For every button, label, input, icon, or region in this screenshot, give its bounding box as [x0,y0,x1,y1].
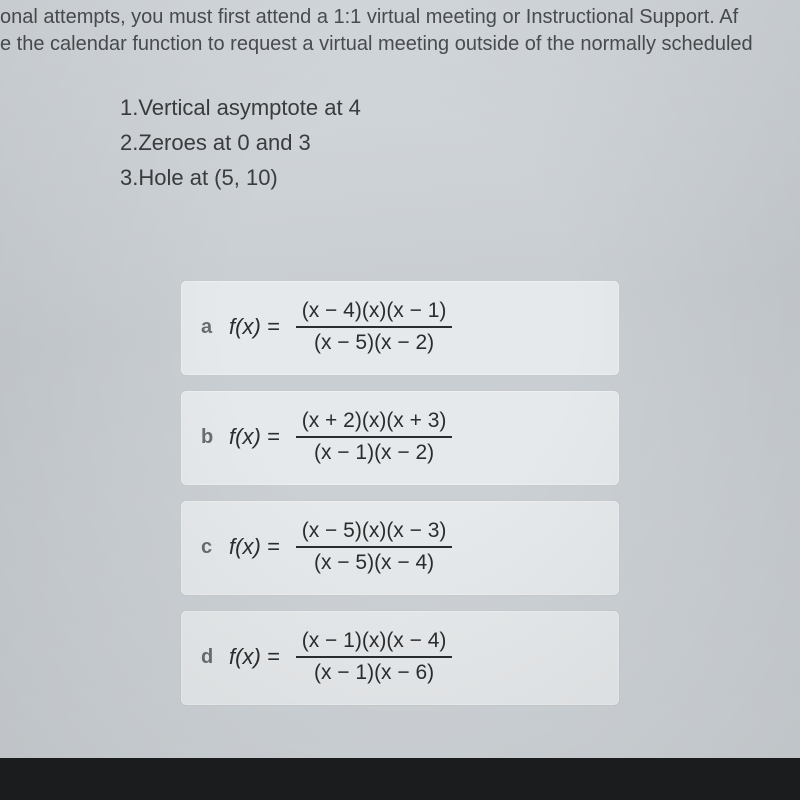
condition-1: 1.Vertical asymptote at 4 [120,90,361,125]
fraction: (x − 5)(x)(x − 3) (x − 5)(x − 4) [296,519,453,575]
denominator: (x − 1)(x − 6) [308,658,440,685]
answer-row: a f(x) = (x − 4)(x)(x − 1) (x − 5)(x − 2… [201,299,599,355]
function-prefix: f(x) = [229,644,280,670]
header-line-1: onal attempts, you must first attend a 1… [0,4,800,31]
answer-option-c[interactable]: c f(x) = (x − 5)(x)(x − 3) (x − 5)(x − 4… [180,500,620,596]
condition-3: 3.Hole at (5, 10) [120,160,361,195]
answer-option-d[interactable]: d f(x) = (x − 1)(x)(x − 4) (x − 1)(x − 6… [180,610,620,706]
denominator: (x − 5)(x − 4) [308,548,440,575]
denominator: (x − 1)(x − 2) [308,438,440,465]
option-label: a [201,316,215,339]
numerator: (x − 1)(x)(x − 4) [296,629,453,658]
bottom-bar [0,758,800,800]
fraction: (x − 4)(x)(x − 1) (x − 5)(x − 2) [296,299,453,355]
option-label: b [201,426,215,449]
answer-options: a f(x) = (x − 4)(x)(x − 1) (x − 5)(x − 2… [180,280,620,720]
fraction: (x − 1)(x)(x − 4) (x − 1)(x − 6) [296,629,453,685]
fraction: (x + 2)(x)(x + 3) (x − 1)(x − 2) [296,409,453,465]
answer-option-b[interactable]: b f(x) = (x + 2)(x)(x + 3) (x − 1)(x − 2… [180,390,620,486]
question-conditions: 1.Vertical asymptote at 4 2.Zeroes at 0 … [120,90,361,196]
numerator: (x + 2)(x)(x + 3) [296,409,453,438]
option-label: d [201,646,215,669]
numerator: (x − 5)(x)(x − 3) [296,519,453,548]
function-prefix: f(x) = [229,314,280,340]
denominator: (x − 5)(x − 2) [308,328,440,355]
numerator: (x − 4)(x)(x − 1) [296,299,453,328]
header-line-2: e the calendar function to request a vir… [0,31,800,58]
answer-row: d f(x) = (x − 1)(x)(x − 4) (x − 1)(x − 6… [201,629,599,685]
function-prefix: f(x) = [229,424,280,450]
answer-option-a[interactable]: a f(x) = (x − 4)(x)(x − 1) (x − 5)(x − 2… [180,280,620,376]
function-prefix: f(x) = [229,534,280,560]
condition-2: 2.Zeroes at 0 and 3 [120,125,361,160]
answer-row: b f(x) = (x + 2)(x)(x + 3) (x − 1)(x − 2… [201,409,599,465]
header-instruction-text: onal attempts, you must first attend a 1… [0,0,800,58]
answer-row: c f(x) = (x − 5)(x)(x − 3) (x − 5)(x − 4… [201,519,599,575]
option-label: c [201,536,215,559]
